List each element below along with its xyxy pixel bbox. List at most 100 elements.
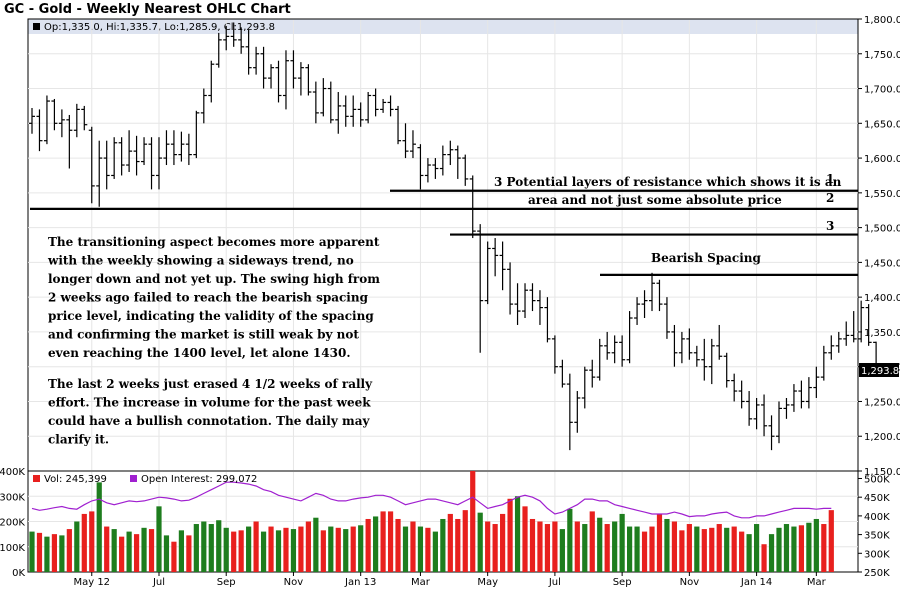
volume-bar	[111, 529, 117, 572]
volume-bar	[81, 513, 87, 572]
volume-bar	[365, 518, 371, 572]
price-tick-label: 1,350.0	[864, 328, 900, 339]
volume-bar	[59, 535, 65, 572]
ohlc-bar	[858, 300, 865, 343]
price-tick-label: 1,800.0	[864, 15, 900, 26]
ohlc-bar	[141, 137, 148, 166]
ohlc-bar	[865, 304, 872, 346]
ohlc-bar	[238, 27, 245, 54]
oi-tick-label: 500K	[864, 474, 890, 485]
ohlc-bar	[484, 241, 491, 305]
ohlc-bar	[96, 140, 103, 207]
price-tick-label: 1,400.0	[864, 293, 900, 304]
ohlc-bar	[350, 95, 357, 127]
volume-bar	[716, 524, 722, 572]
last-price-label: 1,293.8	[861, 366, 899, 377]
ohlc-bar	[798, 380, 805, 409]
commentary-line: even reaching the 1400 level, let alone …	[48, 346, 351, 360]
volume-bar	[328, 526, 334, 572]
ohlc-bar	[51, 98, 58, 131]
price-tick-label: 1,450.0	[864, 258, 900, 269]
volume-bar	[290, 529, 297, 572]
ohlc-bar	[619, 335, 626, 367]
ohlc-bar	[828, 335, 835, 360]
volume-bar	[477, 512, 483, 572]
ohlc-bar	[103, 140, 110, 190]
ohlc-legend-swatch	[33, 23, 40, 30]
ohlc-bar	[566, 373, 573, 451]
ohlc-bar	[626, 311, 633, 364]
price-tick-label: 1,700.0	[864, 85, 900, 96]
volume-bar	[634, 526, 640, 572]
volume-bar	[701, 529, 707, 572]
ohlc-bar	[395, 105, 402, 145]
volume-bar	[462, 510, 468, 572]
commentary-line: and confirming the market is still weak …	[48, 328, 359, 342]
oi-tick-label: 400K	[864, 512, 890, 523]
volume-bar	[238, 530, 244, 572]
ohlc-bar	[447, 140, 454, 166]
time-tick-label: Jan 14	[740, 577, 772, 588]
ohlc-bar	[290, 50, 297, 89]
ohlc-bar	[731, 373, 738, 402]
volume-bar	[343, 529, 349, 572]
open-interest-line	[31, 481, 832, 519]
ohlc-bar	[282, 50, 289, 110]
ohlc-bar	[327, 81, 334, 124]
volume-bar	[544, 524, 551, 572]
volume-bar	[268, 526, 274, 572]
ohlc-bar	[297, 62, 304, 96]
price-tick-label: 1,550.0	[864, 189, 900, 200]
volume-bar	[783, 524, 790, 572]
ohlc-bar	[529, 283, 536, 312]
volume-bar	[791, 526, 797, 572]
ohlc-bar	[708, 338, 715, 385]
volume-bars	[29, 471, 834, 572]
ohlc-bar	[215, 32, 222, 68]
time-tick-label: Mar	[411, 577, 431, 588]
ohlc-bar	[596, 338, 603, 381]
ohlc-bar	[850, 311, 857, 343]
ohlc-bar	[559, 359, 566, 388]
volume-bar	[275, 530, 282, 572]
ohlc-bar	[372, 88, 379, 117]
ohlc-bar	[409, 130, 416, 159]
volume-tick-label: 400K	[0, 467, 25, 478]
ohlc-bar	[663, 297, 670, 339]
time-tick-label: Nov	[284, 577, 304, 588]
volume-bar	[514, 496, 521, 572]
volume-bar	[492, 524, 498, 572]
commentary-line: price level, indicating the validity of …	[48, 309, 374, 323]
volume-bar	[260, 531, 267, 572]
volume-axis: 0K 100K 200K 300K 400K	[0, 467, 25, 579]
open-interest-axis: 250K 300K 350K 400K 450K 500K	[858, 474, 890, 579]
ohlc-bar	[357, 102, 364, 127]
volume-bar	[171, 541, 177, 572]
last-price-box	[859, 363, 899, 377]
volume-bar	[156, 506, 162, 572]
volume-bar	[641, 531, 648, 572]
ohlc-bar	[245, 29, 252, 75]
ohlc-bar	[738, 380, 745, 409]
volume-bar	[724, 527, 730, 572]
volume-bar	[537, 521, 543, 572]
commentary-line: The last 2 weeks just erased 4 1/2 weeks…	[48, 377, 373, 391]
time-tick-label: Jan 13	[344, 577, 376, 588]
ohlc-bar	[641, 290, 648, 319]
volume-bar	[283, 527, 289, 572]
ohlc-bar	[507, 262, 514, 315]
commentary-line: The transitioning aspect becomes more ap…	[48, 235, 380, 249]
ohlc-bar	[604, 331, 611, 360]
ohlc-bar	[163, 130, 170, 166]
volume-bar	[597, 517, 603, 572]
volume-bar	[380, 511, 386, 572]
volume-bar	[96, 482, 102, 572]
volume-bar	[246, 526, 252, 572]
commentary-paragraph-1: The transitioning aspect becomes more ap…	[47, 235, 380, 360]
ohlc-bar	[230, 22, 237, 47]
volume-bar	[298, 526, 304, 572]
volume-bar	[141, 527, 147, 572]
price-tick-label: 1,150.0	[864, 467, 900, 478]
price-tick-label: 1,500.0	[864, 224, 900, 235]
ohlc-bar	[170, 130, 177, 166]
